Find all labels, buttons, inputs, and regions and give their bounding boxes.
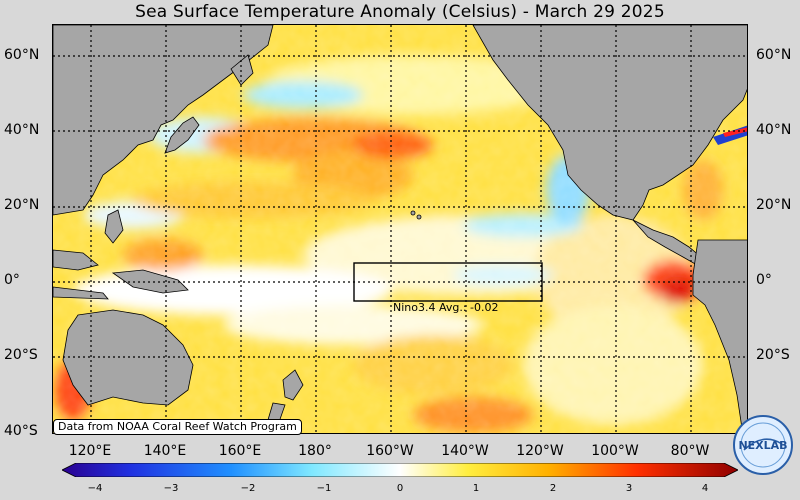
lat-label-eq-right: 0° xyxy=(756,272,772,288)
colorbar-tick: −1 xyxy=(316,483,332,494)
lon-label-160e: 160°E xyxy=(218,443,262,459)
nino34-box xyxy=(353,262,543,302)
lat-label-20n-right: 20°N xyxy=(756,197,792,213)
lat-label-40n-right: 40°N xyxy=(756,122,792,138)
lon-label-160w: 160°W xyxy=(366,443,414,459)
lon-label-80w: 80°W xyxy=(670,443,710,459)
sst-map xyxy=(52,24,748,434)
colorbar-tick: 3 xyxy=(625,483,633,494)
lon-label-120w: 120°W xyxy=(516,443,564,459)
colorbar-tick: −4 xyxy=(87,483,103,494)
colorbar xyxy=(61,462,739,478)
colorbar-tick: 0 xyxy=(396,483,404,494)
colorbar-tick: −2 xyxy=(240,483,256,494)
colorbar-tick: −3 xyxy=(163,483,179,494)
lat-label-60n: 60°N xyxy=(4,47,40,63)
graticule xyxy=(53,25,747,433)
colorbar-tick: 4 xyxy=(701,483,709,494)
lat-label-40n: 40°N xyxy=(4,122,40,138)
map-title: Sea Surface Temperature Anomaly (Celsius… xyxy=(135,2,665,22)
lat-label-20s: 20°S xyxy=(4,347,38,363)
lon-label-120e: 120°E xyxy=(68,443,112,459)
lat-label-60n-right: 60°N xyxy=(756,47,792,63)
colorbar-tick: 1 xyxy=(472,483,480,494)
lat-label-40s: 40°S xyxy=(4,423,38,439)
colorbar-gradient xyxy=(61,462,739,478)
land xyxy=(53,25,747,433)
lat-label-eq: 0° xyxy=(4,272,20,288)
lon-label-140w: 140°W xyxy=(441,443,489,459)
lon-label-180: 180° xyxy=(298,443,332,459)
lon-label-100w: 100°W xyxy=(591,443,639,459)
colorbar-tick: 2 xyxy=(549,483,557,494)
gulf-stream-warm xyxy=(723,127,747,137)
lon-label-140e: 140°E xyxy=(143,443,187,459)
lat-label-20n: 20°N xyxy=(4,197,40,213)
nexlab-logo: NEXLAB xyxy=(732,414,794,476)
logo-text: NEXLAB xyxy=(738,439,787,452)
lat-label-20s-right: 20°S xyxy=(756,347,790,363)
data-credit: Data from NOAA Coral Reef Watch Program xyxy=(53,419,302,435)
nino34-avg-label: Nino3.4 Avg.: -0.02 xyxy=(393,301,499,314)
